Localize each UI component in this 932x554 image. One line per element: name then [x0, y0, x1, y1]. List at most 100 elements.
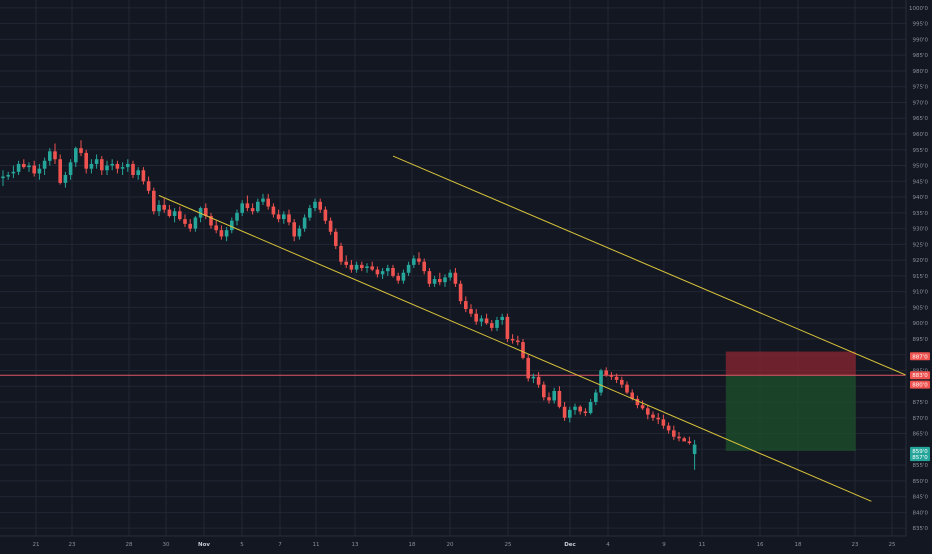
candle-down	[266, 193, 270, 210]
candle-body	[84, 152, 88, 169]
price-tick-label: 845'0	[912, 495, 928, 501]
price-tick-label: 870'0	[912, 416, 928, 422]
candle-body	[516, 340, 520, 343]
candle-body	[74, 148, 78, 163]
candle-up	[42, 157, 47, 175]
time-tick-label: 4	[606, 542, 610, 548]
candle-down	[245, 195, 250, 212]
candle-body	[490, 323, 494, 328]
candle-up	[313, 198, 317, 212]
price-tag-label: 883'0	[912, 373, 928, 379]
candle-body	[380, 271, 385, 275]
candle-down	[464, 296, 468, 313]
candle-body	[578, 406, 582, 412]
candle-body	[666, 425, 671, 431]
candle-body	[1, 176, 5, 179]
stop-loss-zone	[725, 351, 856, 376]
candle-body	[521, 342, 525, 358]
candle-body	[568, 409, 572, 418]
price-axis-panel[interactable]	[906, 0, 932, 536]
candle-down	[672, 425, 676, 440]
candle-up	[120, 162, 125, 175]
time-axis-panel[interactable]	[0, 536, 932, 550]
grid	[0, 0, 906, 536]
candle-body	[474, 313, 478, 322]
candle-body	[172, 211, 177, 216]
candle-body	[401, 272, 406, 281]
candle-up	[261, 193, 265, 205]
candle-down	[646, 405, 650, 420]
candle-up	[297, 225, 302, 240]
candle-body	[536, 376, 541, 385]
candle-body	[656, 417, 660, 420]
candle-body	[651, 414, 655, 418]
candle-down	[635, 395, 640, 409]
price-tag-label: 857'0	[912, 455, 928, 461]
candle-body	[178, 211, 182, 220]
candle-up	[443, 274, 447, 287]
candle-down	[292, 219, 296, 242]
candle-body	[219, 230, 224, 237]
candle-up	[63, 171, 68, 188]
candle-down	[620, 376, 624, 388]
candle-body	[677, 436, 681, 439]
candle-up	[448, 269, 452, 281]
price-tick-label: 970'0	[912, 100, 928, 106]
candle-down	[58, 154, 62, 185]
position-zones	[725, 351, 856, 451]
candle-body	[625, 384, 629, 393]
price-tick-label: 875'0	[912, 400, 928, 406]
price-tick-label: 965'0	[912, 116, 928, 122]
candle-body	[360, 264, 364, 268]
candle-body	[526, 357, 530, 379]
candle-down	[84, 149, 88, 174]
channel-line-lower	[158, 195, 872, 502]
candle-down	[32, 160, 36, 177]
candle-body	[167, 209, 172, 216]
candle-body	[547, 397, 551, 401]
price-tag-box	[910, 453, 930, 462]
candle-up	[599, 368, 603, 396]
candle-down	[141, 167, 146, 185]
candle-body	[240, 203, 244, 213]
candle-body	[89, 163, 94, 169]
price-tag-label: 887'0	[912, 354, 928, 360]
candle-down	[682, 436, 686, 442]
price-tick-label: 960'0	[912, 132, 928, 138]
candle-down	[474, 308, 478, 325]
candle-body	[635, 398, 640, 406]
candle-body	[27, 165, 31, 168]
time-tick-label: 11	[699, 542, 706, 548]
candle-body	[531, 376, 536, 379]
candle-up	[172, 208, 177, 223]
price-tick-label: 865'0	[912, 432, 928, 438]
candle-body	[594, 392, 598, 402]
candle-up	[193, 215, 198, 232]
candle-down	[370, 261, 374, 272]
candle-body	[682, 438, 686, 442]
price-tick-label: 835'0	[912, 526, 928, 532]
time-tick-label: 20	[447, 542, 454, 548]
candle-down	[287, 209, 291, 226]
candle-body	[79, 148, 83, 153]
price-tick-label: 900'0	[912, 321, 928, 327]
candle-body	[479, 318, 484, 322]
candle-body	[141, 170, 146, 182]
price-tag-red: 883'0	[910, 371, 930, 380]
candle-down	[271, 203, 276, 218]
candle-down	[526, 354, 530, 382]
candle-up	[126, 159, 130, 172]
price-tick-label: 980'0	[912, 69, 928, 75]
candle-up	[365, 263, 369, 273]
candle-body	[209, 215, 213, 226]
candle-down	[562, 402, 567, 421]
candle-down	[469, 304, 473, 317]
candle-down	[396, 272, 400, 284]
candle-down	[334, 228, 338, 250]
candle-down	[391, 264, 395, 278]
candle-down	[360, 261, 364, 272]
candle-body	[188, 223, 192, 229]
candle-down	[604, 367, 608, 377]
